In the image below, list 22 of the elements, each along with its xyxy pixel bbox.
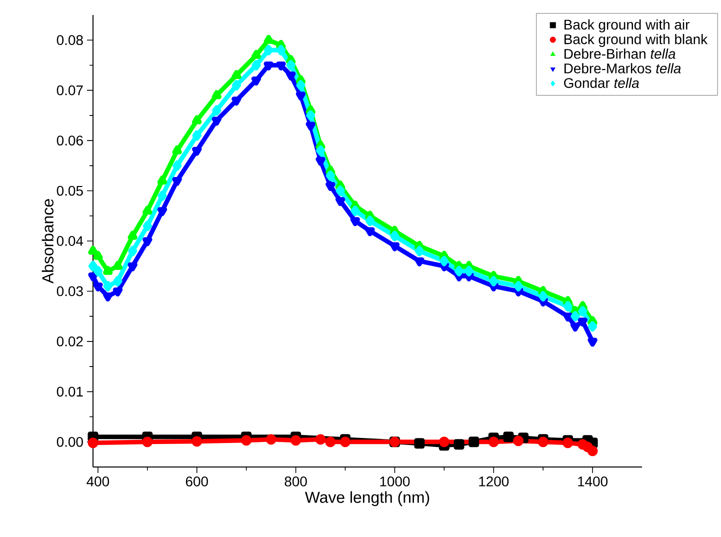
y-tick-label: 0.00 — [56, 436, 83, 447]
x-axis-title: Wave length (nm) — [304, 491, 430, 506]
y-tick-label: 0.08 — [56, 35, 83, 46]
y-tick-label: 0.06 — [56, 136, 83, 146]
legend-label: Gondar tella — [564, 78, 639, 88]
y-tick-label: 0.03 — [56, 286, 83, 296]
x-tick-label: 1000 — [380, 476, 410, 486]
x-tick-label: 1400 — [578, 476, 608, 486]
y-axis-title: Absorbance — [42, 199, 54, 284]
y-tick-label: 0.05 — [56, 186, 83, 196]
y-tick-label: 0.04 — [56, 236, 84, 246]
y-tick-label: 0.02 — [56, 336, 83, 346]
x-tick-label: 600 — [186, 476, 208, 486]
legend-label: Debre-Markos tella — [564, 63, 681, 74]
x-tick-label: 800 — [284, 476, 307, 486]
y-tick-label: 0.07 — [56, 85, 83, 96]
legend-label: Back ground with blank — [564, 34, 708, 47]
x-tick-label: 400 — [86, 476, 110, 486]
y-tick-label: 0.01 — [56, 386, 83, 397]
x-tick-label: 1200 — [479, 476, 509, 486]
legend-label: Back ground with air — [564, 19, 690, 32]
legend-label: Debre-Birhan tella — [564, 48, 676, 59]
